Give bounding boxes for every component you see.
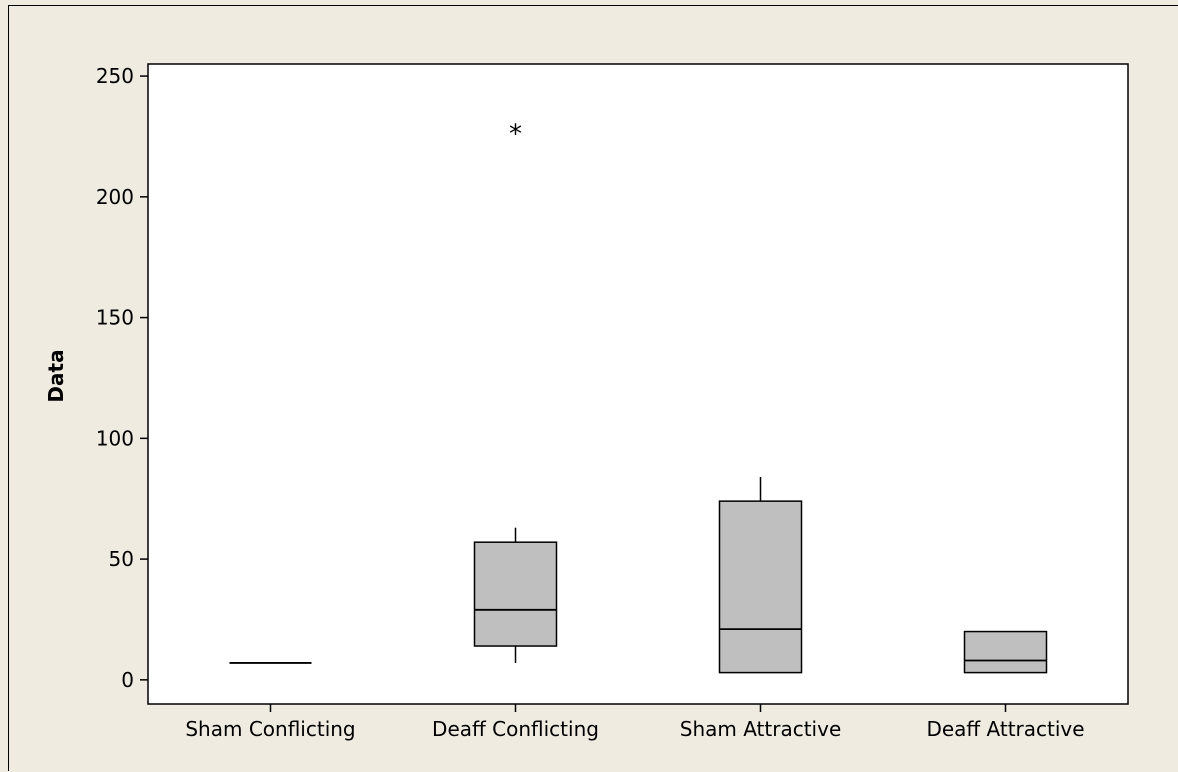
box-iqr [963,630,1048,674]
box-iqr [718,500,803,674]
y-tick-label: 100 [96,426,134,450]
box-group [718,476,803,674]
plot-area [147,63,1129,705]
outlier-marker: * [509,120,522,150]
y-axis: 0 50 100 150 200 250 [96,64,148,692]
boxplot-chart: 0 50 100 150 200 250 Sham Conflicting Deaff Co… [44,63,1129,741]
y-axis-label: Data [44,349,68,402]
y-tick-label: 250 [96,64,134,88]
x-tick-label: Deaff Conflicting [432,717,599,741]
x-tick-label: Deaff Attractive [926,717,1084,741]
x-tick-label: Sham Conflicting [185,717,355,741]
box-group [963,630,1048,674]
box-group: * [473,120,558,663]
x-tick-label: Sham Attractive [680,717,842,741]
y-tick-label: 50 [109,547,134,571]
y-tick-label: 0 [121,668,134,692]
boxes-group: * [229,120,1048,674]
figure-panel: 0 50 100 150 200 250 Sham Conflicting Deaff Co… [8,5,1178,771]
x-axis: Sham Conflicting Deaff Conflicting Sham At… [185,704,1085,741]
y-tick-label: 200 [96,185,134,209]
y-tick-label: 150 [96,306,134,330]
box-iqr [473,541,558,647]
